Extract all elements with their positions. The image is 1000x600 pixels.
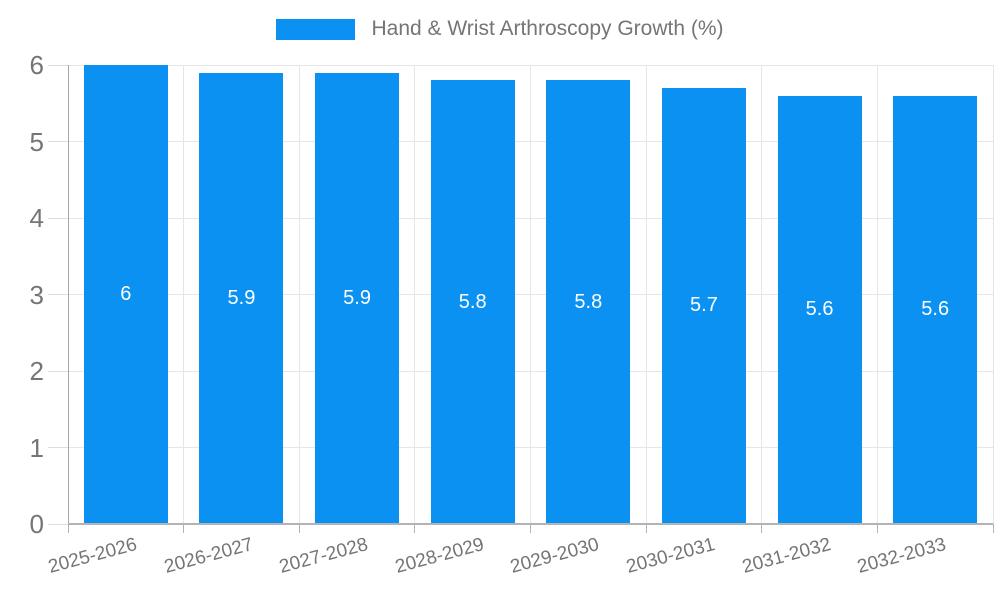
bar-value-label: 6 [120,283,132,305]
v-gridline [414,65,416,524]
x-axis-tick-label: 2026-2027 [161,534,255,578]
x-axis-tick-label: 2030-2031 [624,534,718,578]
legend-label: Hand & Wrist Arthroscopy Growth (%) [371,17,724,40]
bar[interactable]: 5.6 [893,95,978,524]
v-gridline [183,65,185,524]
bar[interactable]: 5.8 [430,80,515,524]
y-axis-line [68,65,69,526]
x-axis-tick [67,524,69,533]
y-axis-tick [48,217,68,219]
y-axis-tick-label: 4 [29,203,44,233]
y-axis-tick [48,141,68,142]
x-axis-tick [530,524,531,533]
legend[interactable]: Hand & Wrist Arthroscopy Growth (%) [0,17,1000,41]
x-axis-tick [298,524,300,533]
bar[interactable]: 5.9 [199,72,284,524]
x-axis-tick-label: 2032-2033 [855,534,949,578]
bar[interactable]: 6 [83,65,168,524]
bar[interactable]: 5.8 [546,80,631,524]
y-axis-tick [48,370,68,372]
y-axis-tick [48,447,68,448]
x-axis-tick [414,524,416,533]
v-gridline [530,65,531,524]
x-axis-tick-label: 2027-2028 [277,534,371,578]
x-axis-tick-label: 2031-2032 [739,534,833,578]
v-gridline [761,65,763,524]
bar-value-label: 5.8 [458,290,487,313]
x-axis-tick-label: 2028-2029 [392,534,487,578]
bar-value-label: 5.9 [227,286,256,309]
bar-value-label: 5.9 [343,286,371,309]
bar[interactable]: 5.7 [661,87,746,524]
bar-value-label: 5.8 [574,290,603,313]
v-gridline [992,65,994,524]
x-axis-line [68,523,993,525]
y-axis-tick [48,294,68,295]
v-gridline [645,65,647,524]
x-axis-tick-label: 2029-2030 [508,534,602,578]
x-axis-tick [761,524,763,533]
bar-value-label: 5.6 [805,298,834,321]
x-axis-tick [183,524,185,533]
y-axis-tick-label: 2 [29,356,44,386]
legend-swatch [276,18,356,40]
bar[interactable]: 5.6 [777,95,862,524]
y-axis-tick-label: 5 [29,126,44,157]
bar-value-label: 5.6 [921,298,950,321]
x-axis-tick [992,524,994,533]
y-axis-tick-label: 6 [29,50,44,80]
y-axis-tick-label: 3 [29,279,44,310]
x-axis-tick [876,524,878,533]
x-axis-tick [645,524,647,533]
x-axis-tick-label: 2025-2026 [46,534,140,578]
y-axis-tick-label: 0 [29,509,44,539]
y-axis-tick-label: 1 [29,432,44,463]
bar-value-label: 5.7 [690,294,718,317]
y-axis-tick [48,64,68,66]
v-gridline [876,65,878,524]
y-axis-tick [48,523,68,525]
v-gridline [298,65,300,524]
bar[interactable]: 5.9 [315,72,400,524]
